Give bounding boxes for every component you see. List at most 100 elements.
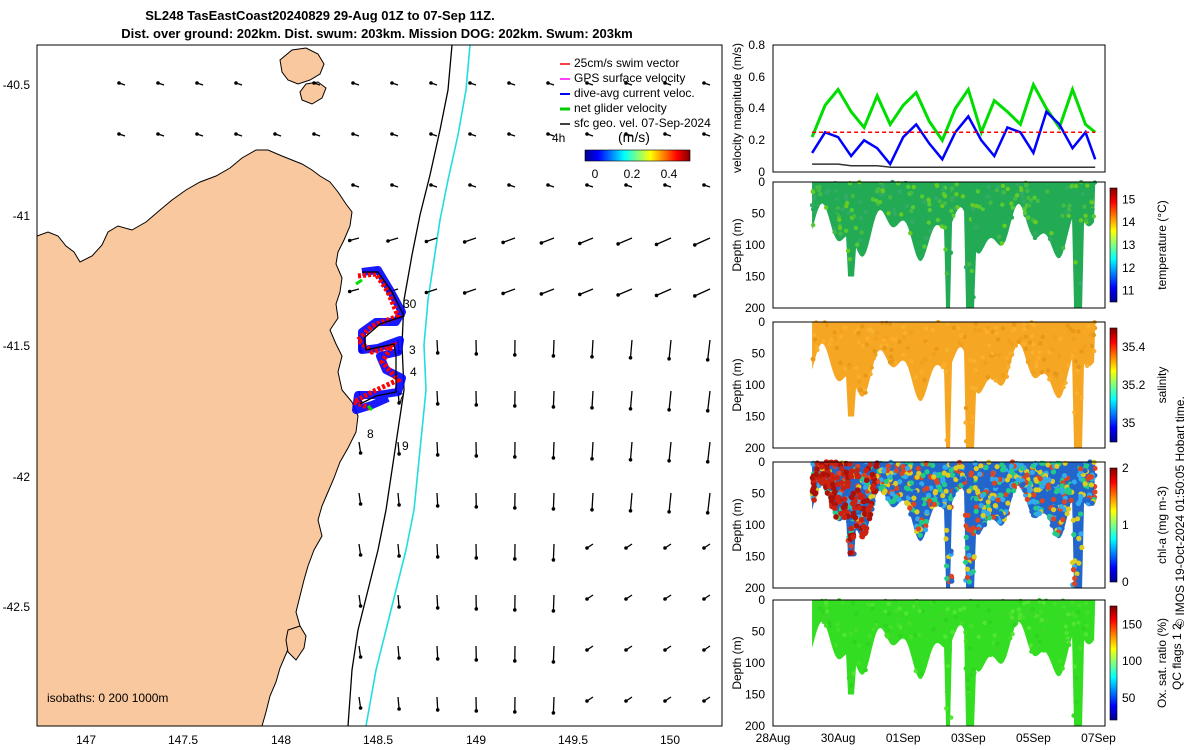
section-speckle <box>1034 363 1039 369</box>
current-arrow <box>656 237 672 245</box>
section-speckle <box>847 550 853 556</box>
current-arrow-head <box>663 546 667 550</box>
section-speckle <box>876 186 881 192</box>
section-speckle <box>1000 496 1006 503</box>
section-speckle <box>1085 324 1091 329</box>
cbar-label-1: temperature (°C) <box>1155 200 1169 290</box>
section-speckle <box>937 473 943 479</box>
section-speckle <box>985 476 991 482</box>
section-speckle <box>930 327 935 332</box>
map-xtick-148.5: 148.5 <box>363 733 393 747</box>
section-speckle <box>1022 623 1027 629</box>
current-arrow-head <box>390 81 394 85</box>
section-speckle <box>1022 206 1027 212</box>
section-speckle <box>1074 675 1079 680</box>
current-arrow-head <box>424 290 429 295</box>
section-speckle <box>1013 343 1018 348</box>
current-arrow-head <box>624 597 628 601</box>
section-speckle <box>963 630 968 635</box>
current-arrow-head <box>397 503 401 507</box>
section-speckle <box>871 626 876 632</box>
current-arrow-head <box>358 706 363 710</box>
section-speckle <box>849 500 856 507</box>
section-speckle <box>870 483 877 489</box>
section-speckle <box>1071 329 1076 334</box>
current-arrow <box>397 441 400 454</box>
section-speckle <box>1032 231 1038 236</box>
isobath-1000 <box>365 45 471 726</box>
section-speckle <box>828 354 833 359</box>
section-speckle <box>1040 628 1046 633</box>
section-speckle <box>990 351 995 356</box>
section-speckle <box>1018 327 1023 332</box>
section-speckle <box>1072 410 1077 415</box>
section-speckle <box>1035 198 1041 204</box>
section-frame-4 <box>772 599 1106 727</box>
section-speckle <box>1032 499 1038 505</box>
section-speckle <box>993 378 998 383</box>
section-speckle <box>874 460 880 467</box>
section-speckle <box>1078 466 1084 472</box>
section-speckle <box>1024 496 1030 502</box>
section-speckle <box>1011 482 1017 489</box>
section-speckle <box>889 634 895 639</box>
section-speckle <box>999 626 1004 632</box>
current-arrow <box>694 288 711 297</box>
section-speckle <box>1078 493 1084 500</box>
section-speckle <box>964 517 970 523</box>
current-arrow-head <box>513 659 517 663</box>
section-speckle <box>959 333 964 338</box>
velocity-series-3 <box>812 163 1096 168</box>
section-speckle <box>841 621 846 626</box>
section-speckle <box>948 467 954 473</box>
current-arrow <box>668 339 672 359</box>
depth-tick-3-200: 200 <box>745 581 765 595</box>
section-speckle <box>1082 344 1087 349</box>
section-speckle <box>883 598 888 604</box>
section-speckle <box>908 511 914 517</box>
section-speckle <box>1005 186 1010 192</box>
section-speckle <box>930 337 935 342</box>
section-speckle <box>1079 395 1084 400</box>
section-speckle <box>1054 364 1060 369</box>
section-speckle <box>944 437 949 443</box>
section-panel-2: 0 50 100 150 200 Depth (m) 35 35.2 35.4 salinity <box>730 315 1169 455</box>
section-speckle <box>985 375 990 380</box>
section-speckle <box>847 365 852 370</box>
map-ytick-41: -41 <box>13 209 31 223</box>
section-speckle <box>1054 372 1059 377</box>
section-speckle <box>914 509 920 515</box>
section-speckle <box>1073 359 1079 364</box>
section-speckle <box>867 633 872 639</box>
depth-tick-1-50: 50 <box>752 207 766 221</box>
section-speckle <box>1017 616 1022 621</box>
current-arrow-head <box>663 699 667 703</box>
isobath-200 <box>347 45 453 726</box>
day-label-30: 30 <box>403 297 417 311</box>
current-arrow <box>552 339 555 356</box>
section-speckle <box>1060 517 1066 523</box>
section-speckle <box>821 339 827 344</box>
current-arrow-head <box>468 132 472 136</box>
section-frame-2 <box>772 321 1106 449</box>
section-speckle <box>832 459 839 466</box>
section-speckle <box>1068 347 1073 352</box>
section-speckle <box>1050 347 1055 352</box>
section-speckle <box>960 194 966 199</box>
current-arrow <box>552 441 555 458</box>
vel-ytick-0.6: 0.6 <box>748 70 765 84</box>
section-speckle <box>897 204 902 209</box>
section-speckle <box>838 231 843 236</box>
section-speckle <box>820 471 827 477</box>
cbar-label-3: chl-a (mg m-3) <box>1155 486 1169 564</box>
section-speckle <box>821 323 826 329</box>
section-speckle <box>985 510 991 516</box>
section-speckle <box>970 634 975 640</box>
section-speckle <box>1050 496 1057 503</box>
section-speckle <box>1008 636 1013 641</box>
section-speckle <box>1022 341 1027 347</box>
section-speckle <box>917 532 923 538</box>
section-speckle <box>1004 639 1009 644</box>
section-speckle <box>986 194 991 199</box>
section-speckle <box>1077 280 1083 286</box>
